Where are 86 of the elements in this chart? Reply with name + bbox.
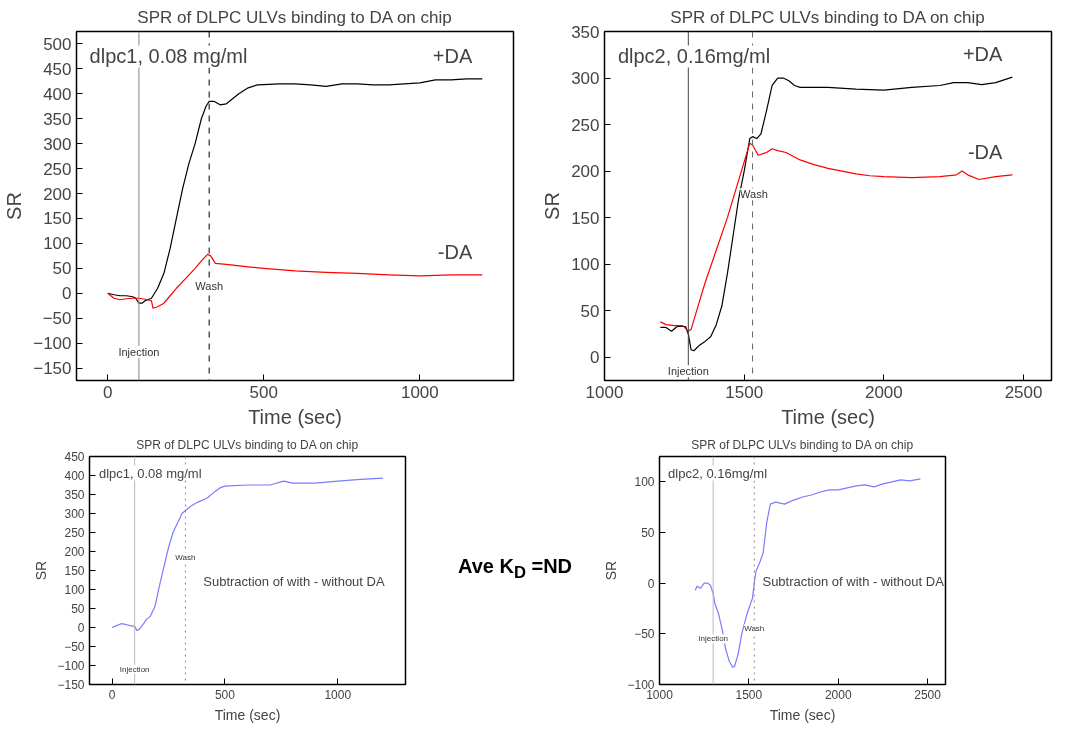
y-tick-label: 350: [43, 109, 72, 129]
y-tick-label: −150: [57, 678, 85, 692]
annotation: Wash: [744, 624, 765, 634]
line-series: [659, 76, 1013, 352]
x-tick-label: 2000: [864, 382, 903, 402]
y-tick-label: 0: [77, 621, 85, 635]
y-tick-label: 500: [43, 34, 72, 54]
y-tick-label: 450: [64, 450, 85, 464]
annotation: Subtraction of with - without DA: [762, 574, 945, 590]
y-tick-label: −100: [33, 334, 72, 354]
y-axis-title: SR: [541, 192, 564, 220]
y-tick-label: −100: [57, 659, 85, 673]
y-tick-label: 300: [43, 134, 72, 154]
y-tick-label: 400: [43, 84, 72, 104]
x-tick-label: 2000: [824, 687, 852, 702]
text: Ave K$_{D}$ =ND: [456, 554, 574, 584]
y-tick-label: −50: [634, 627, 655, 642]
chart-title: SPR of DLPC ULVs binding to DA on chip: [137, 7, 452, 27]
annotation: Injection: [698, 634, 729, 644]
annotation: dlpc1, 0.08 mg/ml: [89, 45, 248, 68]
x-axis-title: Time (sec): [769, 706, 836, 723]
x-axis-title: Time (sec): [248, 405, 342, 428]
y-tick-label: 350: [571, 22, 600, 42]
annotation: Injection: [667, 365, 709, 378]
y-tick-label: 250: [64, 526, 85, 540]
y-tick-label: 350: [64, 488, 85, 502]
y-axis-title: SR: [603, 560, 620, 581]
x-tick-label: 1500: [725, 382, 764, 402]
annotation: dlpc2, 0.16mg/ml: [617, 45, 771, 68]
series-label: +DA: [962, 43, 1004, 66]
chart-title: SPR of DLPC ULVs binding to DA on chip: [691, 437, 914, 452]
y-tick-label: 150: [571, 208, 600, 228]
y-tick-label: 100: [634, 475, 655, 490]
chart-title: SPR of DLPC ULVs binding to DA on chip: [670, 7, 985, 27]
chart-title: SPR of DLPC ULVs binding to DA on chip: [136, 437, 359, 452]
annotation: Wash: [195, 279, 224, 292]
y-tick-label: 50: [641, 526, 655, 540]
x-tick-label: 500: [214, 687, 236, 702]
series-label: -DA: [437, 240, 473, 263]
y-tick-label: 0: [647, 576, 655, 591]
y-tick-label: 0: [590, 348, 600, 368]
x-tick-label: 500: [249, 382, 278, 402]
y-tick-label: 200: [571, 162, 600, 182]
x-tick-label: 1000: [324, 687, 352, 702]
y-tick-label: 100: [43, 234, 72, 254]
y-tick-label: 250: [571, 115, 600, 135]
y-tick-label: 50: [580, 301, 600, 321]
y-tick-label: 200: [43, 184, 72, 204]
annotation: Injection: [118, 346, 160, 359]
x-tick-label: 2500: [1004, 382, 1043, 402]
x-tick-label: 0: [102, 382, 113, 402]
y-axis-title: SR: [33, 560, 50, 581]
y-tick-label: −50: [64, 640, 85, 654]
y-tick-label: 200: [64, 545, 85, 559]
annotation: Wash: [740, 188, 768, 201]
y-tick-label: 100: [571, 255, 600, 275]
y-tick-label: 300: [571, 69, 600, 89]
series-label: -DA: [967, 140, 1004, 163]
y-tick-label: 50: [71, 602, 85, 616]
y-tick-label: 100: [64, 583, 85, 597]
x-tick-label: 2500: [914, 687, 942, 702]
y-tick-label: 400: [64, 469, 85, 483]
series-label: +DA: [432, 44, 473, 67]
line-series: [659, 142, 1013, 332]
y-tick-label: 450: [43, 59, 72, 79]
x-tick-label: 1000: [585, 382, 624, 402]
y-tick-label: 150: [64, 564, 85, 578]
x-tick-label: 1000: [400, 382, 439, 402]
annotation: Subtraction of with - without DA: [203, 574, 385, 590]
x-axis-title: Time (sec): [781, 405, 875, 428]
y-tick-label: 50: [52, 259, 72, 279]
y-tick-label: −50: [42, 309, 72, 329]
annotation: dlpc1, 0.08 mg/ml: [98, 465, 202, 481]
y-tick-label: −150: [33, 359, 72, 379]
annotation: dlpc2, 0.16mg/ml: [668, 465, 768, 481]
annotation: Injection: [119, 664, 150, 674]
y-tick-label: 150: [43, 209, 72, 229]
x-axis-title: Time (sec): [214, 706, 281, 723]
x-tick-label: 1500: [735, 687, 763, 702]
y-tick-label: −100: [627, 678, 655, 692]
x-tick-label: 0: [108, 687, 116, 702]
y-axis-title: SR: [3, 192, 26, 220]
annotation: Wash: [175, 552, 196, 562]
y-tick-label: 0: [62, 284, 72, 304]
y-tick-label: 250: [43, 159, 72, 179]
y-tick-label: 300: [64, 507, 85, 521]
